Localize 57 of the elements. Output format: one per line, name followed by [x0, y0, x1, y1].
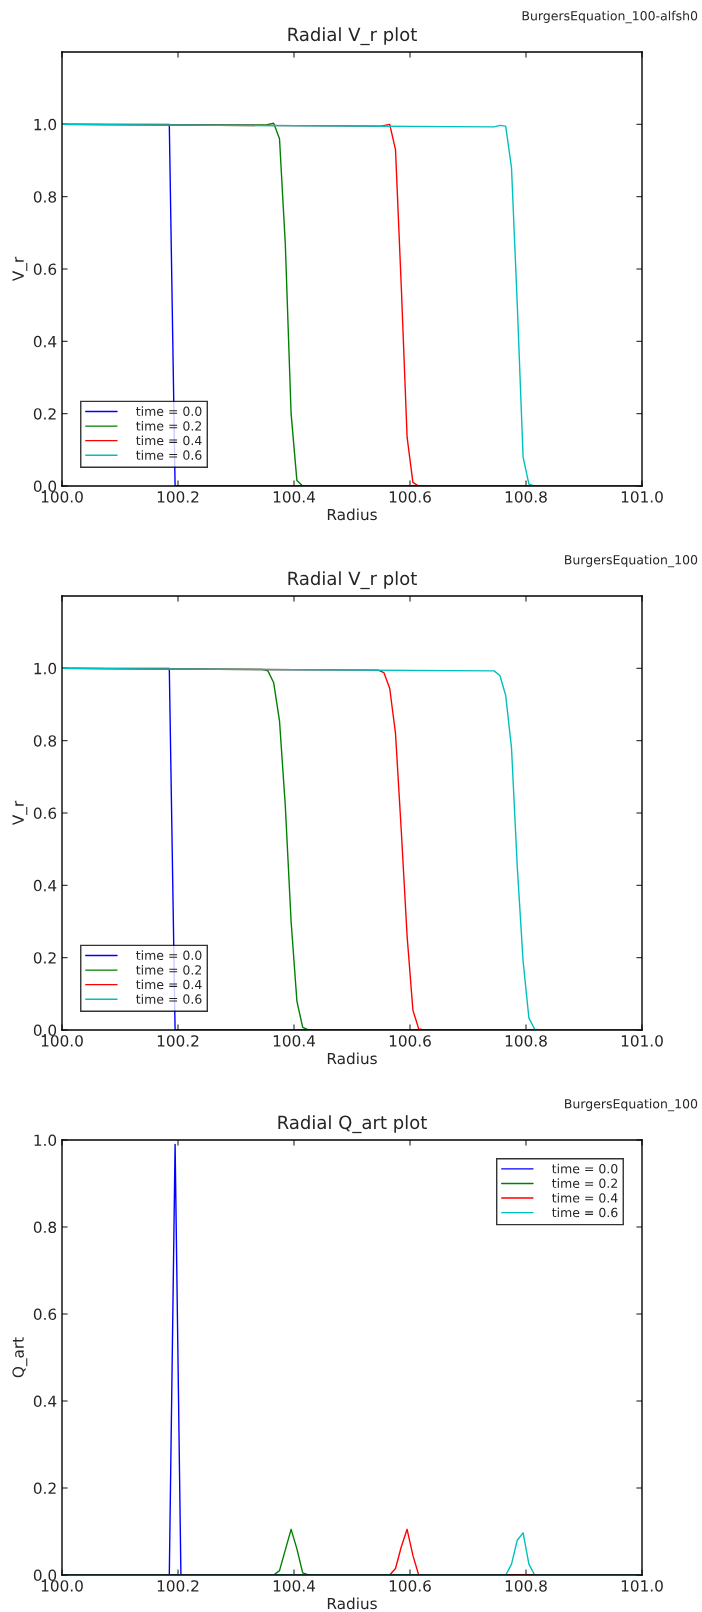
legend-label: time = 0.4 — [552, 1192, 618, 1203]
y-tick-label: 1.0 — [34, 662, 57, 675]
y-axis-title: V_r — [12, 256, 28, 282]
y-tick-label: 0.2 — [33, 952, 56, 964]
y-tick-label: 0.4 — [33, 335, 57, 348]
chart-title: Radial V_r plot — [288, 571, 417, 590]
legend-label: time = 0.6 — [136, 994, 202, 1004]
y-tick-label: 0.2 — [33, 1482, 56, 1495]
y-axis-title: Q_art — [12, 1337, 28, 1378]
text: BurgersEquation_100 — [565, 1098, 698, 1112]
x-tick-label: 100.4 — [273, 1035, 316, 1047]
x-tick-label: 100.0 — [41, 1035, 83, 1047]
x-tick-label: 100.4 — [273, 491, 316, 503]
y-tick-label: 1.0 — [34, 1134, 57, 1147]
y-tick-label: 0.4 — [33, 1395, 57, 1408]
x-tick-label: 100.2 — [157, 1035, 199, 1047]
x-tick-label: 100.2 — [157, 491, 199, 503]
y-tick-label: 0.6 — [33, 1308, 57, 1321]
x-tick-label: 101.0 — [621, 491, 663, 503]
legend-label: time = 0.2 — [552, 1178, 617, 1189]
legend-label: time = 0.6 — [136, 450, 202, 460]
x-tick-label: 100.6 — [389, 491, 431, 503]
legend-label: time = 0.0 — [552, 1163, 618, 1174]
legend-label: time = 0.0 — [136, 406, 202, 417]
x-tick-label: 100.6 — [389, 1580, 431, 1592]
x-tick-label: 100.4 — [273, 1580, 316, 1592]
text: BurgersEquation_100-alfsh0 — [522, 10, 698, 24]
x-tick-label: 101.0 — [621, 1035, 663, 1047]
x-axis-title: Radius — [327, 1597, 377, 1610]
x-tick-label: 100.0 — [41, 491, 83, 503]
legend-label: time = 0.0 — [136, 950, 202, 961]
legend-label: time = 0.4 — [136, 435, 202, 446]
legend-label: time = 0.6 — [552, 1207, 618, 1218]
y-tick-label: 0.2 — [33, 408, 56, 420]
x-tick-label: 100.8 — [505, 491, 547, 503]
x-axis-title: Radius — [327, 508, 377, 521]
y-axis-title: V_r — [12, 800, 28, 826]
y-tick-label: 0.6 — [33, 807, 57, 820]
x-tick-label: 101.0 — [621, 1580, 663, 1592]
chart-title: Radial V_r plot — [288, 27, 417, 46]
x-tick-label: 100.0 — [41, 1580, 83, 1592]
text: BurgersEquation_100 — [565, 554, 698, 568]
y-tick-label: 1.0 — [34, 118, 57, 131]
chart-title: Radial Q_art plot — [278, 1115, 427, 1134]
x-tick-label: 100.2 — [157, 1580, 199, 1592]
y-tick-label: 0.6 — [33, 263, 57, 276]
x-tick-label: 100.8 — [505, 1035, 547, 1047]
y-tick-label: 0.8 — [33, 1221, 57, 1234]
x-tick-label: 100.8 — [505, 1580, 547, 1592]
y-tick-label: 0.8 — [33, 191, 57, 203]
legend-label: time = 0.2 — [136, 420, 202, 431]
x-axis-title: Radius — [327, 1052, 377, 1065]
legend-label: time = 0.2 — [136, 964, 202, 975]
y-tick-label: 0.4 — [33, 879, 57, 892]
x-tick-label: 100.6 — [389, 1035, 431, 1047]
y-tick-label: 0.8 — [33, 735, 57, 747]
legend-label: time = 0.4 — [136, 979, 202, 990]
